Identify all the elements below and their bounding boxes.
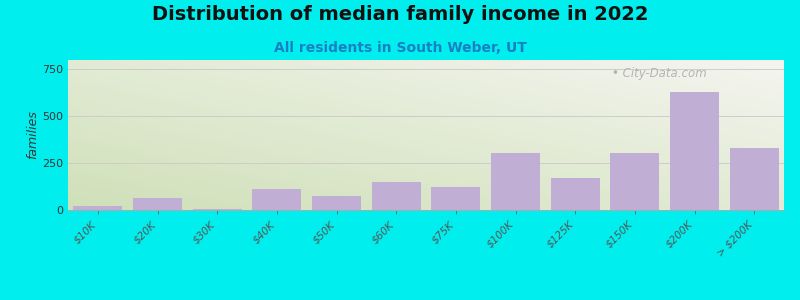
Bar <box>252 189 302 210</box>
Bar <box>670 92 719 210</box>
Bar <box>730 148 778 210</box>
Bar <box>193 209 242 210</box>
Bar <box>133 198 182 210</box>
Text: • City-Data.com: • City-Data.com <box>612 68 707 80</box>
Bar <box>610 153 659 210</box>
Y-axis label: families: families <box>26 111 39 159</box>
Bar <box>431 187 480 210</box>
Bar <box>312 196 361 210</box>
Bar <box>550 178 600 210</box>
Bar <box>372 182 421 210</box>
Text: All residents in South Weber, UT: All residents in South Weber, UT <box>274 40 526 55</box>
Bar <box>74 206 122 210</box>
Text: Distribution of median family income in 2022: Distribution of median family income in … <box>152 4 648 23</box>
Bar <box>491 153 540 210</box>
